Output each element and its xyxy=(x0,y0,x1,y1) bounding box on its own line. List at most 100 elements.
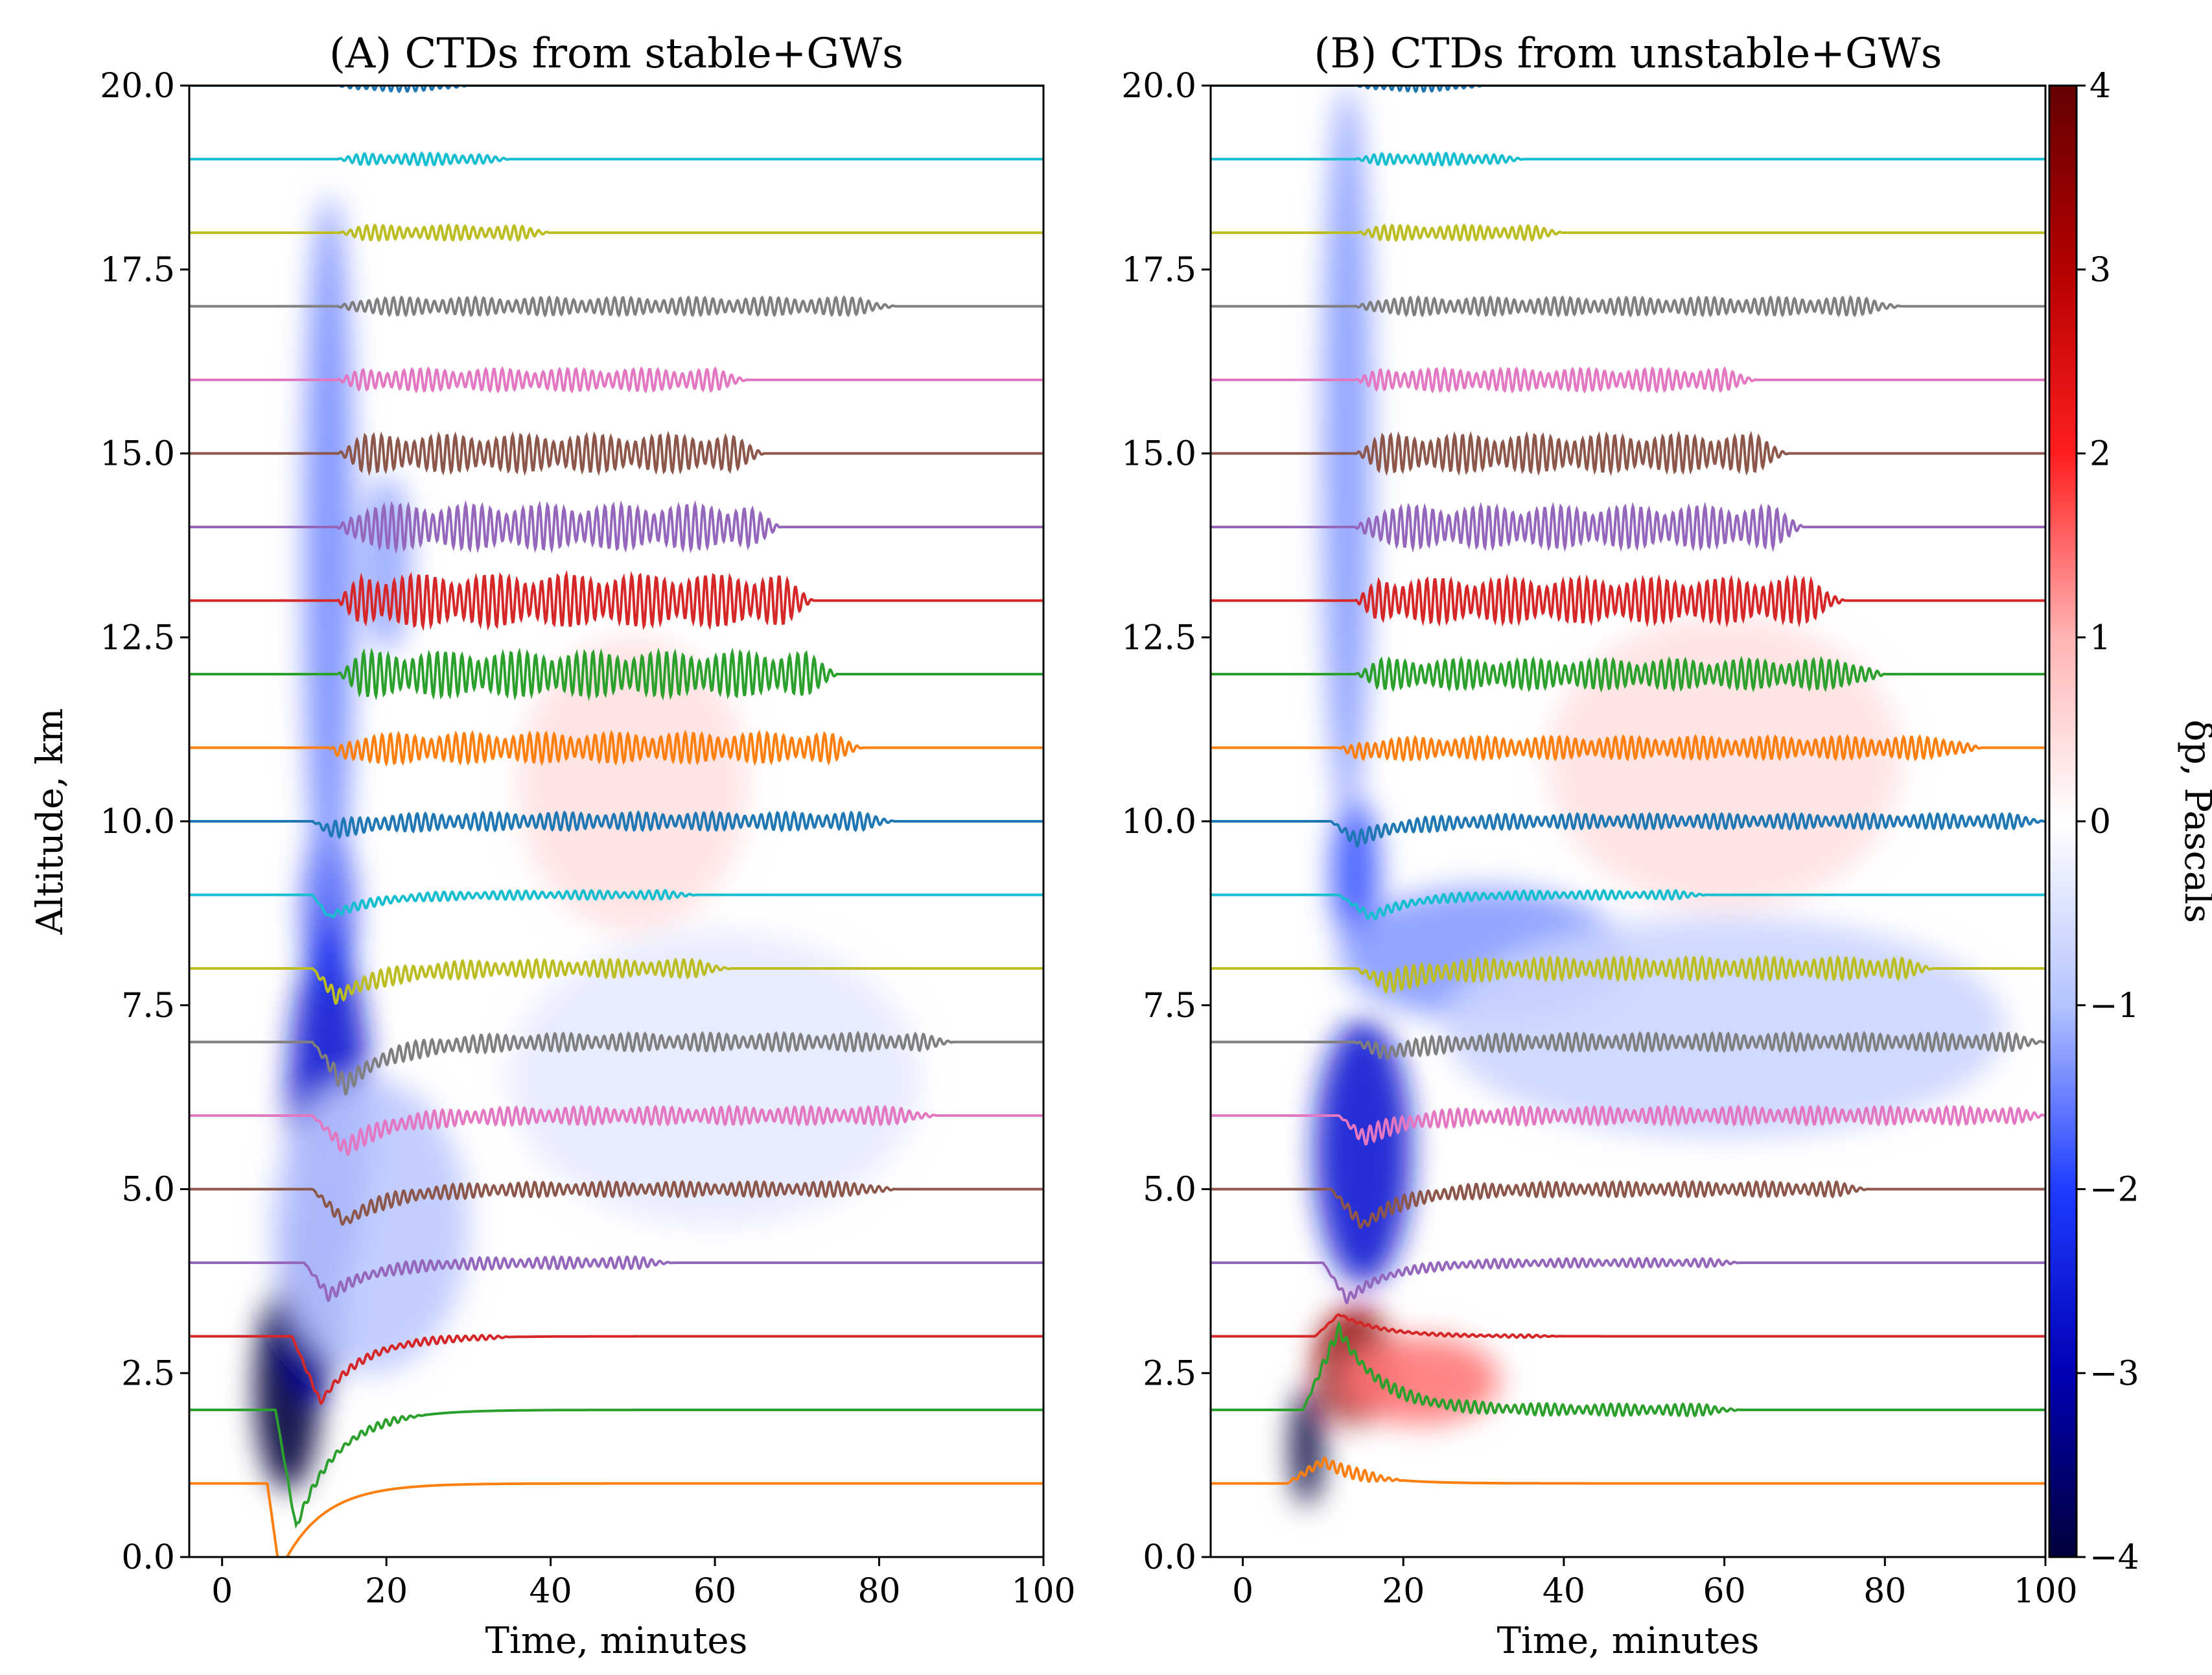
colorbar-tick-label: 3 xyxy=(2090,251,2111,290)
trace-2km xyxy=(1211,1320,2045,1418)
trace-18km xyxy=(189,223,1043,242)
trace-5km xyxy=(1211,1180,2045,1230)
heat-blob xyxy=(1290,1387,1323,1506)
trace-1km xyxy=(1211,1456,2045,1485)
trace-17km xyxy=(1211,295,2045,318)
x-tick-label: 80 xyxy=(1863,1572,1906,1611)
x-tick-label: 0 xyxy=(1232,1572,1253,1611)
trace-14km xyxy=(189,500,1043,554)
x-tick-label: 20 xyxy=(365,1572,408,1611)
x-tick-label: 40 xyxy=(530,1572,572,1611)
x-tick-label: 100 xyxy=(2013,1572,2077,1611)
trace-6km xyxy=(189,1104,1043,1156)
trace-12km xyxy=(1211,655,2045,693)
x-tick-label: 60 xyxy=(1703,1572,1746,1611)
trace-12km xyxy=(189,647,1043,701)
y-tick-label: 15.0 xyxy=(1121,435,1196,474)
y-tick-label: 7.5 xyxy=(1143,987,1196,1025)
colorbar-tick-label: −1 xyxy=(2090,987,2139,1025)
heat-blob xyxy=(509,931,920,1226)
y-tick-label: 12.5 xyxy=(100,618,175,657)
trace-7km xyxy=(1211,1031,2045,1061)
panel-a-y-axis: 0.0 2.5 5.0 7.5 10.0 12.5 15.0 17.5 20.0 xyxy=(100,67,189,1577)
x-tick-label: 40 xyxy=(1543,1572,1585,1611)
trace-5km xyxy=(189,1180,1043,1226)
x-tick-label: 60 xyxy=(693,1572,736,1611)
colorbar-tick-label: 4 xyxy=(2090,67,2111,106)
trace-17km xyxy=(189,295,1043,318)
trace-11km xyxy=(1211,734,2045,763)
x-tick-label: 20 xyxy=(1382,1572,1425,1611)
trace-4km xyxy=(1211,1256,2045,1305)
panel-b: (B) CTDs from unstable+GWs 0.0 2.5 5.0 7.5 1… xyxy=(1121,30,2077,1662)
trace-3km xyxy=(189,1333,1043,1405)
colorbar-tick-label: −3 xyxy=(2090,1354,2139,1393)
y-tick-label: 20.0 xyxy=(1121,67,1196,106)
heat-blob xyxy=(1443,917,2006,1138)
trace-6km xyxy=(1211,1104,2045,1146)
trace-15km xyxy=(1211,430,2045,476)
panel-b-x-axis: 0 20 40 60 80 100 xyxy=(1232,1557,2078,1611)
colorbar-tick-label: 2 xyxy=(2090,435,2111,474)
y-tick-label: 5.0 xyxy=(1143,1171,1196,1210)
trace-3km xyxy=(1211,1313,2045,1339)
heat-blob xyxy=(362,475,412,652)
y-tick-label: 10.0 xyxy=(100,802,175,841)
trace-16km xyxy=(1211,366,2045,394)
colorbar-tick-label: 0 xyxy=(2090,802,2111,841)
x-tick-label: 100 xyxy=(1011,1572,1075,1611)
trace-4km xyxy=(189,1255,1043,1303)
colorbar-gradient xyxy=(2048,84,2078,1558)
panel-a-x-axis: 0 20 40 60 80 100 xyxy=(211,1557,1076,1611)
y-tick-label: 2.5 xyxy=(121,1354,175,1393)
trace-7km xyxy=(189,1031,1043,1096)
y-tick-label: 17.5 xyxy=(1121,251,1196,290)
panel-a-heatmap xyxy=(255,196,920,1491)
y-tick-label: 7.5 xyxy=(121,987,175,1025)
y-tick-label: 15.0 xyxy=(100,435,175,474)
trace-18km xyxy=(1211,223,2045,242)
trace-9km xyxy=(189,889,1043,919)
panel-b-traces xyxy=(1211,86,2045,1485)
trace-8km xyxy=(189,957,1043,1005)
trace-9km xyxy=(1211,889,2045,921)
panel-a: (A) CTDs from stable+GWs 0.0 2.5 5.0 7.5 10.… xyxy=(29,30,1076,1662)
trace-8km xyxy=(1211,954,2045,994)
y-tick-label: 12.5 xyxy=(1121,618,1196,657)
trace-15km xyxy=(189,430,1043,476)
trace-10km xyxy=(189,810,1043,839)
y-tick-label: 0.0 xyxy=(1143,1538,1196,1577)
panel-a-x-label: Time, minutes xyxy=(485,1620,748,1662)
colorbar-label: δp, Pascals xyxy=(2176,720,2212,923)
heat-blob xyxy=(271,1079,469,1374)
trace-19km xyxy=(189,151,1043,167)
trace-16km xyxy=(189,366,1043,394)
panel-b-heatmap xyxy=(1290,86,2006,1506)
trace-13km xyxy=(1211,573,2045,628)
panel-b-x-label: Time, minutes xyxy=(1497,1620,1760,1662)
colorbar: 4 3 2 1 0 −1 −2 −3 −4 δp, Pascals xyxy=(2048,67,2212,1577)
y-tick-label: 2.5 xyxy=(1143,1354,1196,1393)
trace-10km xyxy=(1211,812,2045,849)
trace-14km xyxy=(1211,501,2045,553)
trace-19km xyxy=(1211,151,2045,167)
trace-11km xyxy=(189,729,1043,767)
trace-1km xyxy=(189,1482,1043,1557)
y-tick-label: 5.0 xyxy=(121,1171,175,1210)
panel-a-title: (A) CTDs from stable+GWs xyxy=(329,30,903,78)
y-tick-label: 10.0 xyxy=(1121,802,1196,841)
heat-blob xyxy=(1314,1020,1412,1285)
colorbar-tick-label: 1 xyxy=(2090,618,2111,657)
panel-b-y-axis: 0.0 2.5 5.0 7.5 10.0 12.5 15.0 17.5 20.0 xyxy=(1121,67,1211,1577)
heat-blob xyxy=(1548,615,1902,910)
heat-blob xyxy=(1339,1336,1500,1425)
heat-blob xyxy=(517,637,748,932)
panel-a-traces xyxy=(189,86,1043,1557)
y-tick-label: 17.5 xyxy=(100,251,175,290)
panel-a-y-label: Altitude, km xyxy=(29,709,71,935)
colorbar-ticks: 4 3 2 1 0 −1 −2 −3 −4 xyxy=(2077,67,2139,1577)
x-tick-label: 80 xyxy=(857,1572,900,1611)
y-tick-label: 20.0 xyxy=(100,67,175,106)
colorbar-tick-label: −4 xyxy=(2090,1538,2139,1577)
